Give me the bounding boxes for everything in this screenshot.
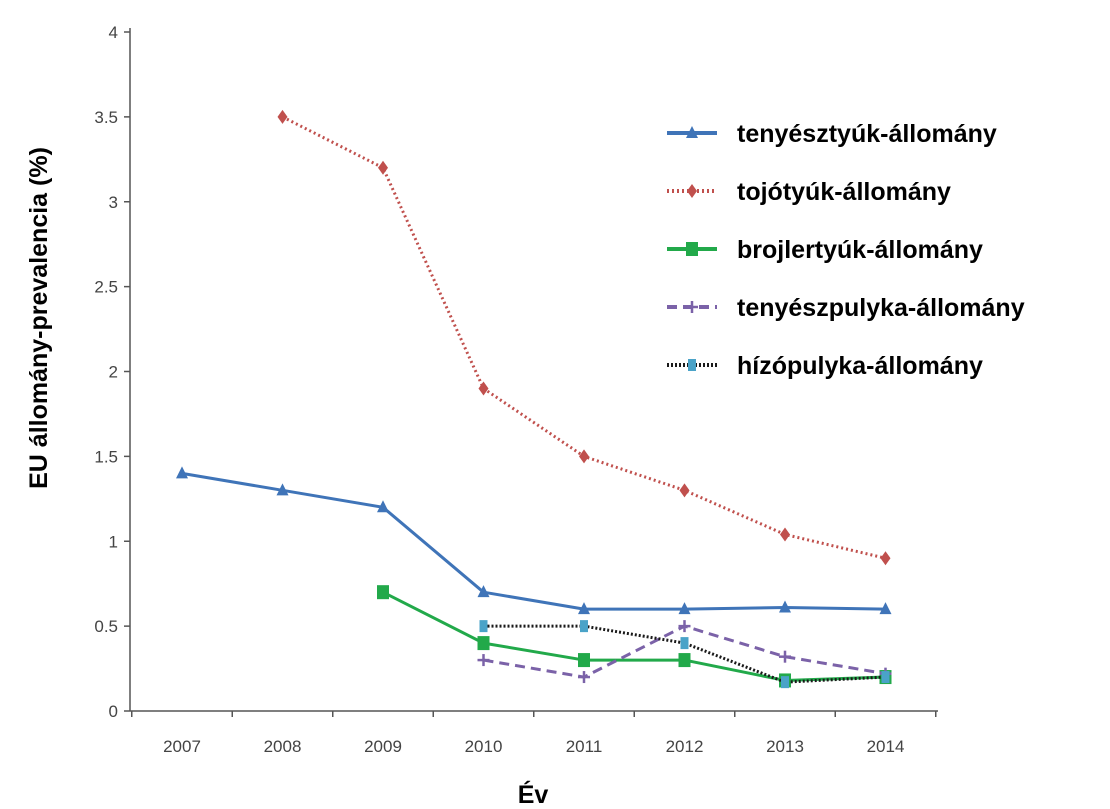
legend-label: brojlertyúk-állomány <box>737 236 983 264</box>
data-point <box>879 602 892 615</box>
data-point <box>477 636 490 651</box>
data-point <box>779 600 791 613</box>
data-point <box>880 551 891 566</box>
data-point <box>276 483 289 496</box>
data-point <box>779 650 791 663</box>
y-tick-label: 1 <box>109 532 118 551</box>
x-axis-ticks: 2007 2008 2009 2010 2011 2012 2013 2014 <box>131 711 937 756</box>
legend-label: tenyészpulyka-állomány <box>737 294 1025 322</box>
data-point <box>377 500 389 513</box>
y-tick-label: 2.5 <box>94 278 118 297</box>
x-tick-label: 2008 <box>264 737 302 756</box>
legend-label: hízópulyka-állomány <box>737 352 983 380</box>
legend-marker <box>687 184 697 198</box>
y-tick-label: 0.5 <box>94 617 118 636</box>
data-point <box>678 602 691 615</box>
data-point <box>580 620 588 633</box>
data-point <box>881 671 890 684</box>
data-point <box>277 109 288 124</box>
series-2 <box>277 109 891 566</box>
legend: tenyésztyúk-állomány tojótyúk-állomány bro… <box>667 120 1025 380</box>
data-point <box>578 671 590 684</box>
y-tick-label: 3.5 <box>94 108 118 127</box>
legend-item: tenyésztyúk-állomány <box>667 120 997 148</box>
legend-label: tenyésztyúk-állomány <box>737 120 997 148</box>
data-point <box>578 653 590 668</box>
legend-item: hízópulyka-állomány <box>667 352 983 380</box>
data-point <box>479 620 488 633</box>
data-point <box>680 637 689 650</box>
data-point <box>578 602 590 615</box>
data-point <box>377 585 389 600</box>
legend-marker <box>686 242 698 256</box>
data-point <box>477 654 490 667</box>
legend-marker <box>686 301 698 313</box>
legend-item: tojótyúk-állomány <box>667 178 951 206</box>
series-layer <box>176 109 892 689</box>
x-tick-label: 2012 <box>666 737 704 756</box>
data-point <box>678 620 691 633</box>
y-tick-label: 3 <box>109 193 118 212</box>
y-axis-title: EU állomány-prevalencia (%) <box>25 147 53 489</box>
x-tick-label: 2011 <box>566 737 603 756</box>
x-axis-title: Év <box>518 780 549 809</box>
series-line <box>382 590 886 682</box>
data-point <box>477 585 490 598</box>
y-axis-ticks: 0 0.5 1 1.5 2 2.5 3 3.5 4 <box>94 23 130 721</box>
x-tick-label: 2013 <box>766 737 804 756</box>
y-tick-label: 0 <box>109 702 118 721</box>
legend-item: brojlertyúk-állomány <box>667 236 983 264</box>
y-tick-label: 1.5 <box>94 447 118 466</box>
data-point <box>478 381 489 396</box>
series-1 <box>176 466 892 615</box>
data-point <box>780 527 790 542</box>
legend-label: tojótyúk-állomány <box>737 178 951 206</box>
x-tick-label: 2009 <box>364 737 402 756</box>
y-tick-label: 2 <box>109 363 118 382</box>
data-point <box>579 449 589 464</box>
legend-marker <box>686 126 698 138</box>
data-point <box>378 160 388 175</box>
data-point <box>679 483 690 498</box>
x-tick-label: 2014 <box>867 737 905 756</box>
series-line <box>181 471 886 611</box>
legend-marker <box>688 359 696 371</box>
series-3 <box>377 585 892 688</box>
series-5 <box>479 620 890 689</box>
legend-item: tenyészpulyka-állomány <box>667 294 1025 322</box>
data-point <box>176 466 188 479</box>
y-tick-label: 4 <box>109 23 118 42</box>
data-point <box>781 676 789 689</box>
data-point <box>678 653 691 668</box>
x-tick-label: 2010 <box>465 737 503 756</box>
x-tick-label: 2007 <box>163 737 201 756</box>
series-line <box>483 624 886 679</box>
